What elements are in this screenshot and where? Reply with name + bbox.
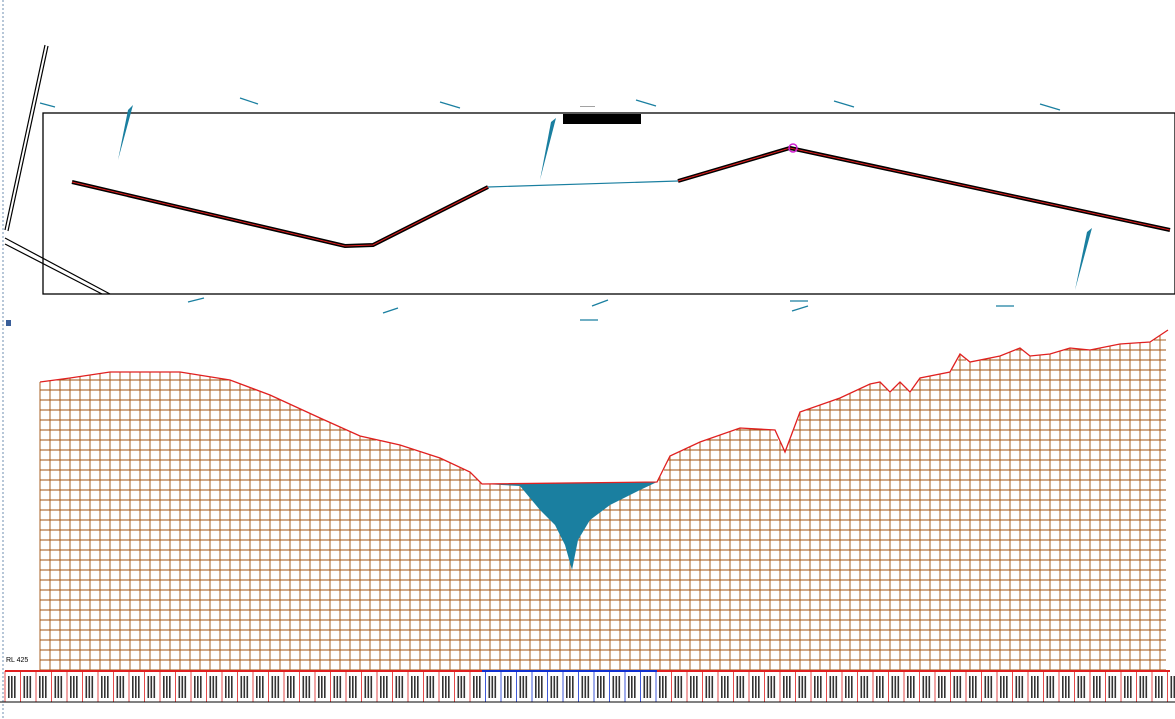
section-marker [6, 320, 11, 326]
datum-label: RL 425 [6, 657, 29, 664]
water-section [482, 482, 657, 570]
ground-profile-line [39, 329, 1169, 485]
chainage-label-band [4, 670, 1175, 702]
direction-arrows [118, 105, 1092, 290]
plan-view-frame [42, 112, 1175, 295]
survey-marks [39, 97, 1061, 321]
road-lines [4, 44, 111, 295]
alignment-plan [71, 143, 1171, 249]
plan-caption: ——— [580, 104, 595, 110]
title-block [563, 114, 641, 124]
